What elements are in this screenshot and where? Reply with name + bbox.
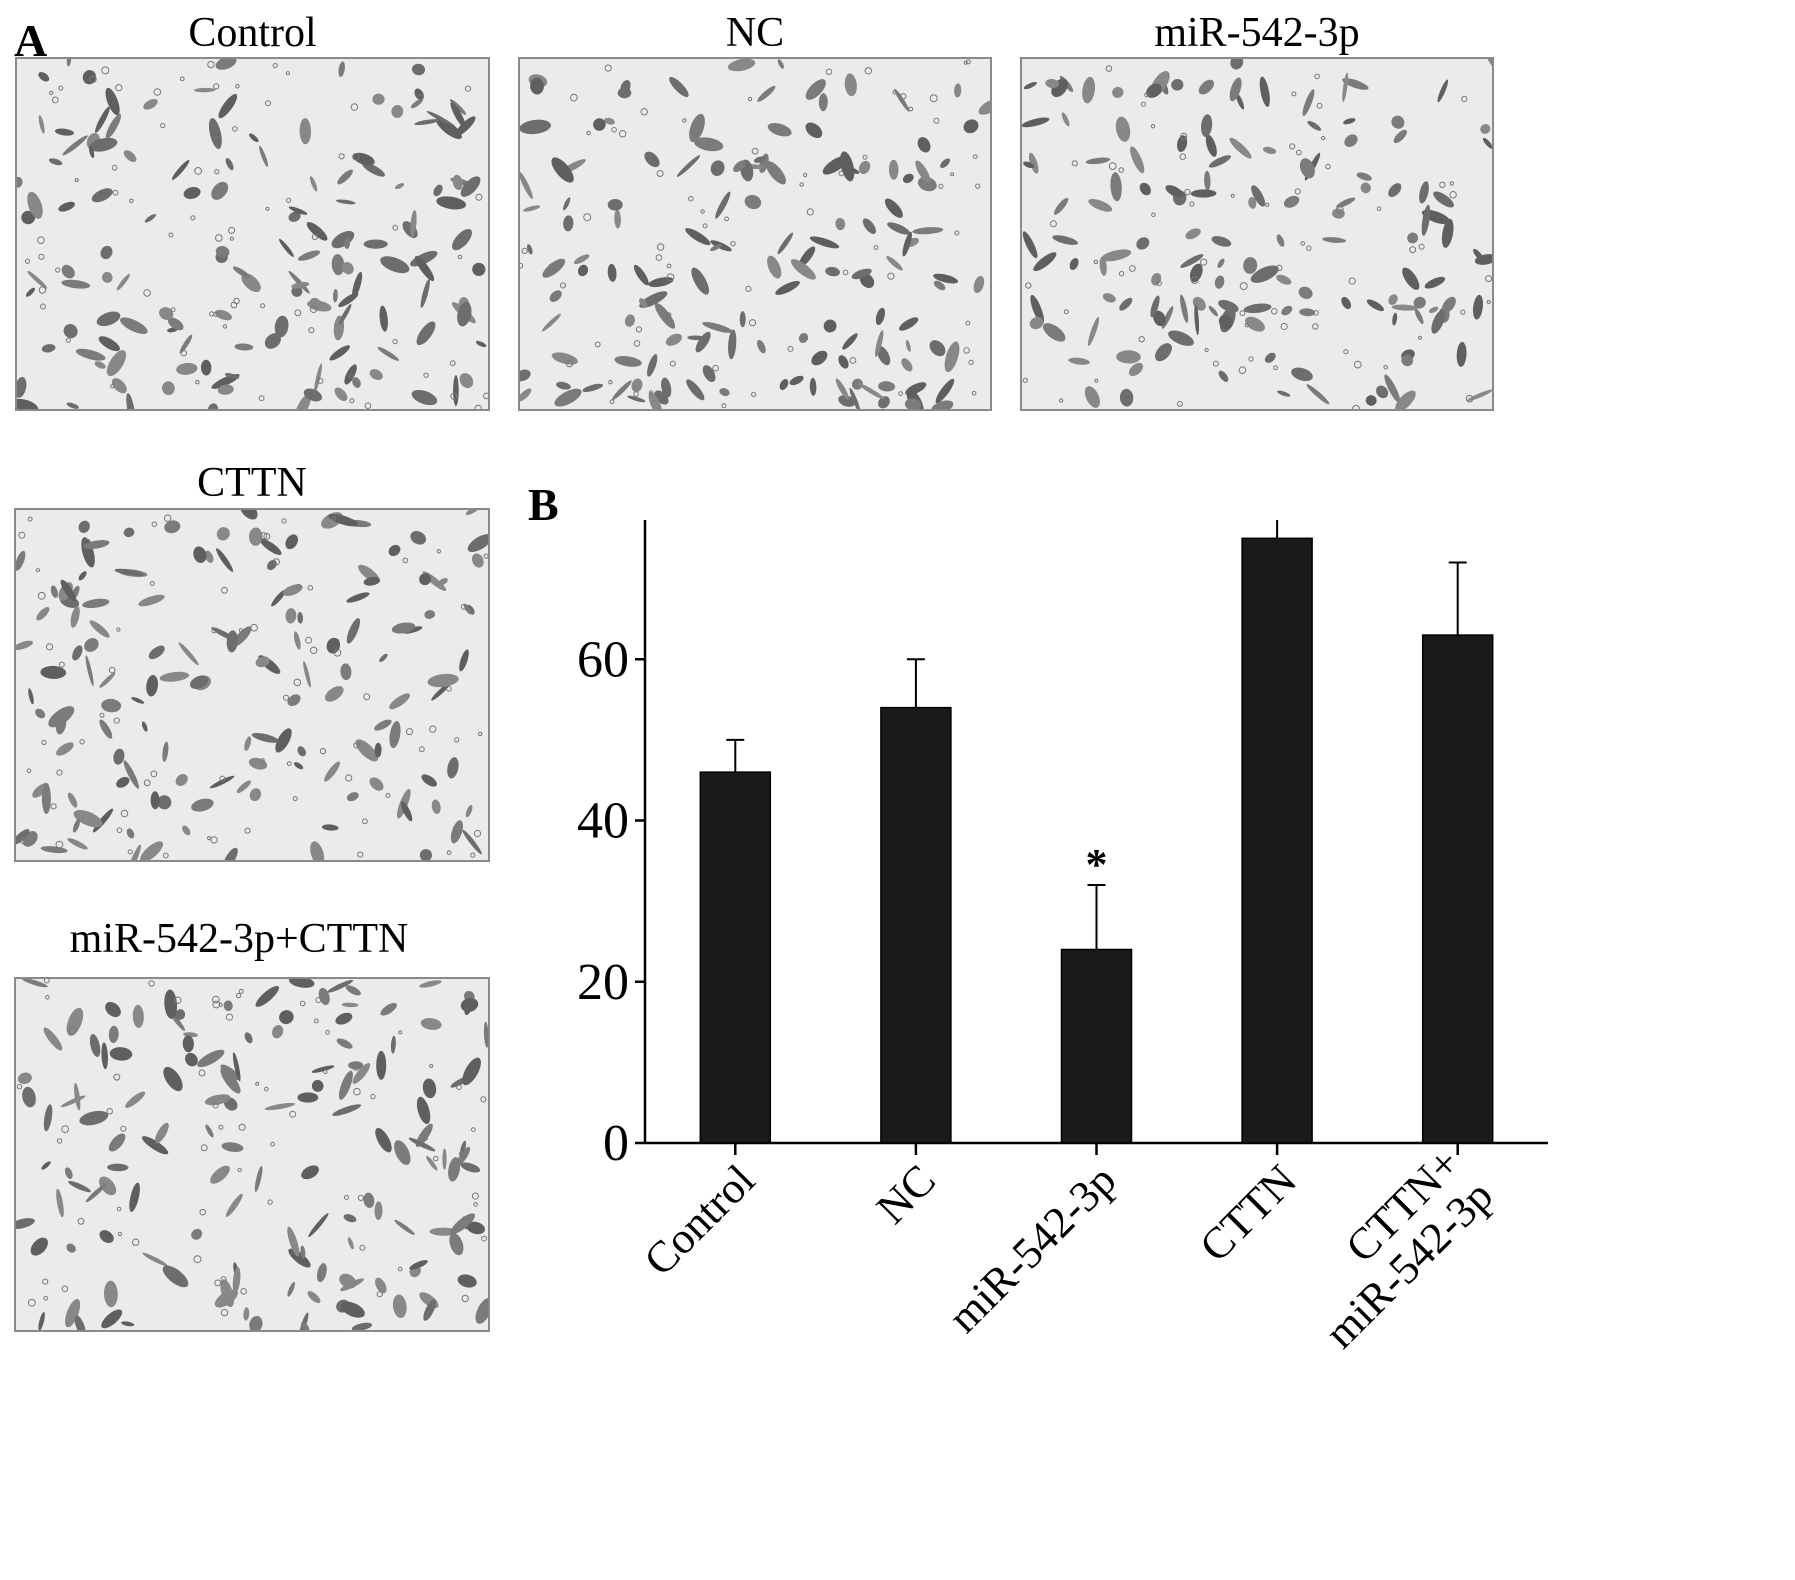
micrograph-control [15, 57, 490, 411]
bar-2 [1060, 948, 1133, 1144]
image-title-nc: NC [725, 10, 785, 56]
x-tick-label-0: Control [635, 1155, 765, 1285]
significance-mark-2: * [1086, 840, 1108, 889]
panel-a-letter: A [14, 15, 48, 66]
image-title-mir: miR-542-3p [1154, 10, 1360, 56]
y-tick-label-1: 20 [577, 954, 629, 1011]
image-title-mir-cttn: miR-542-3p+CTTN [69, 916, 409, 962]
micrograph-mir [1020, 57, 1494, 411]
micrograph-nc [518, 57, 992, 411]
y-axis-label: Number of crossed cells [560, 657, 566, 1083]
x-tick-label-2: miR-542-3p [939, 1155, 1126, 1342]
x-tick-label-1: NC [867, 1155, 945, 1233]
micrograph-cttn [14, 508, 490, 862]
x-tick-label-4: CTTN+miR-542-3p [1283, 1138, 1502, 1357]
y-tick-label-3: 60 [577, 631, 629, 688]
x-tick-label-3: CTTN [1190, 1155, 1306, 1271]
x-tick-label-1-line-0: NC [867, 1155, 945, 1233]
bar-0 [699, 771, 772, 1144]
micrograph-mir-cttn [14, 977, 490, 1332]
y-tick-label-2: 40 [577, 793, 629, 850]
bar-chart: 0 20 40 60 80 Number of crossed cells Control N… [560, 520, 1548, 1358]
bar-3 [1241, 537, 1313, 1144]
x-tick-label-0-line-0: Control [635, 1155, 765, 1285]
bar-4 [1421, 634, 1494, 1144]
image-title-cttn: CTTN [197, 460, 307, 506]
x-tick-label-2-line-0: miR-542-3p [939, 1155, 1126, 1342]
panel-b-letter: B [528, 479, 559, 530]
y-tick-label-4: 80 [577, 520, 629, 527]
x-tick-label-3-line-0: CTTN [1190, 1155, 1306, 1271]
y-tick-label-0: 0 [603, 1115, 629, 1172]
image-title-control: Control [188, 10, 317, 56]
bar-1 [880, 706, 952, 1144]
